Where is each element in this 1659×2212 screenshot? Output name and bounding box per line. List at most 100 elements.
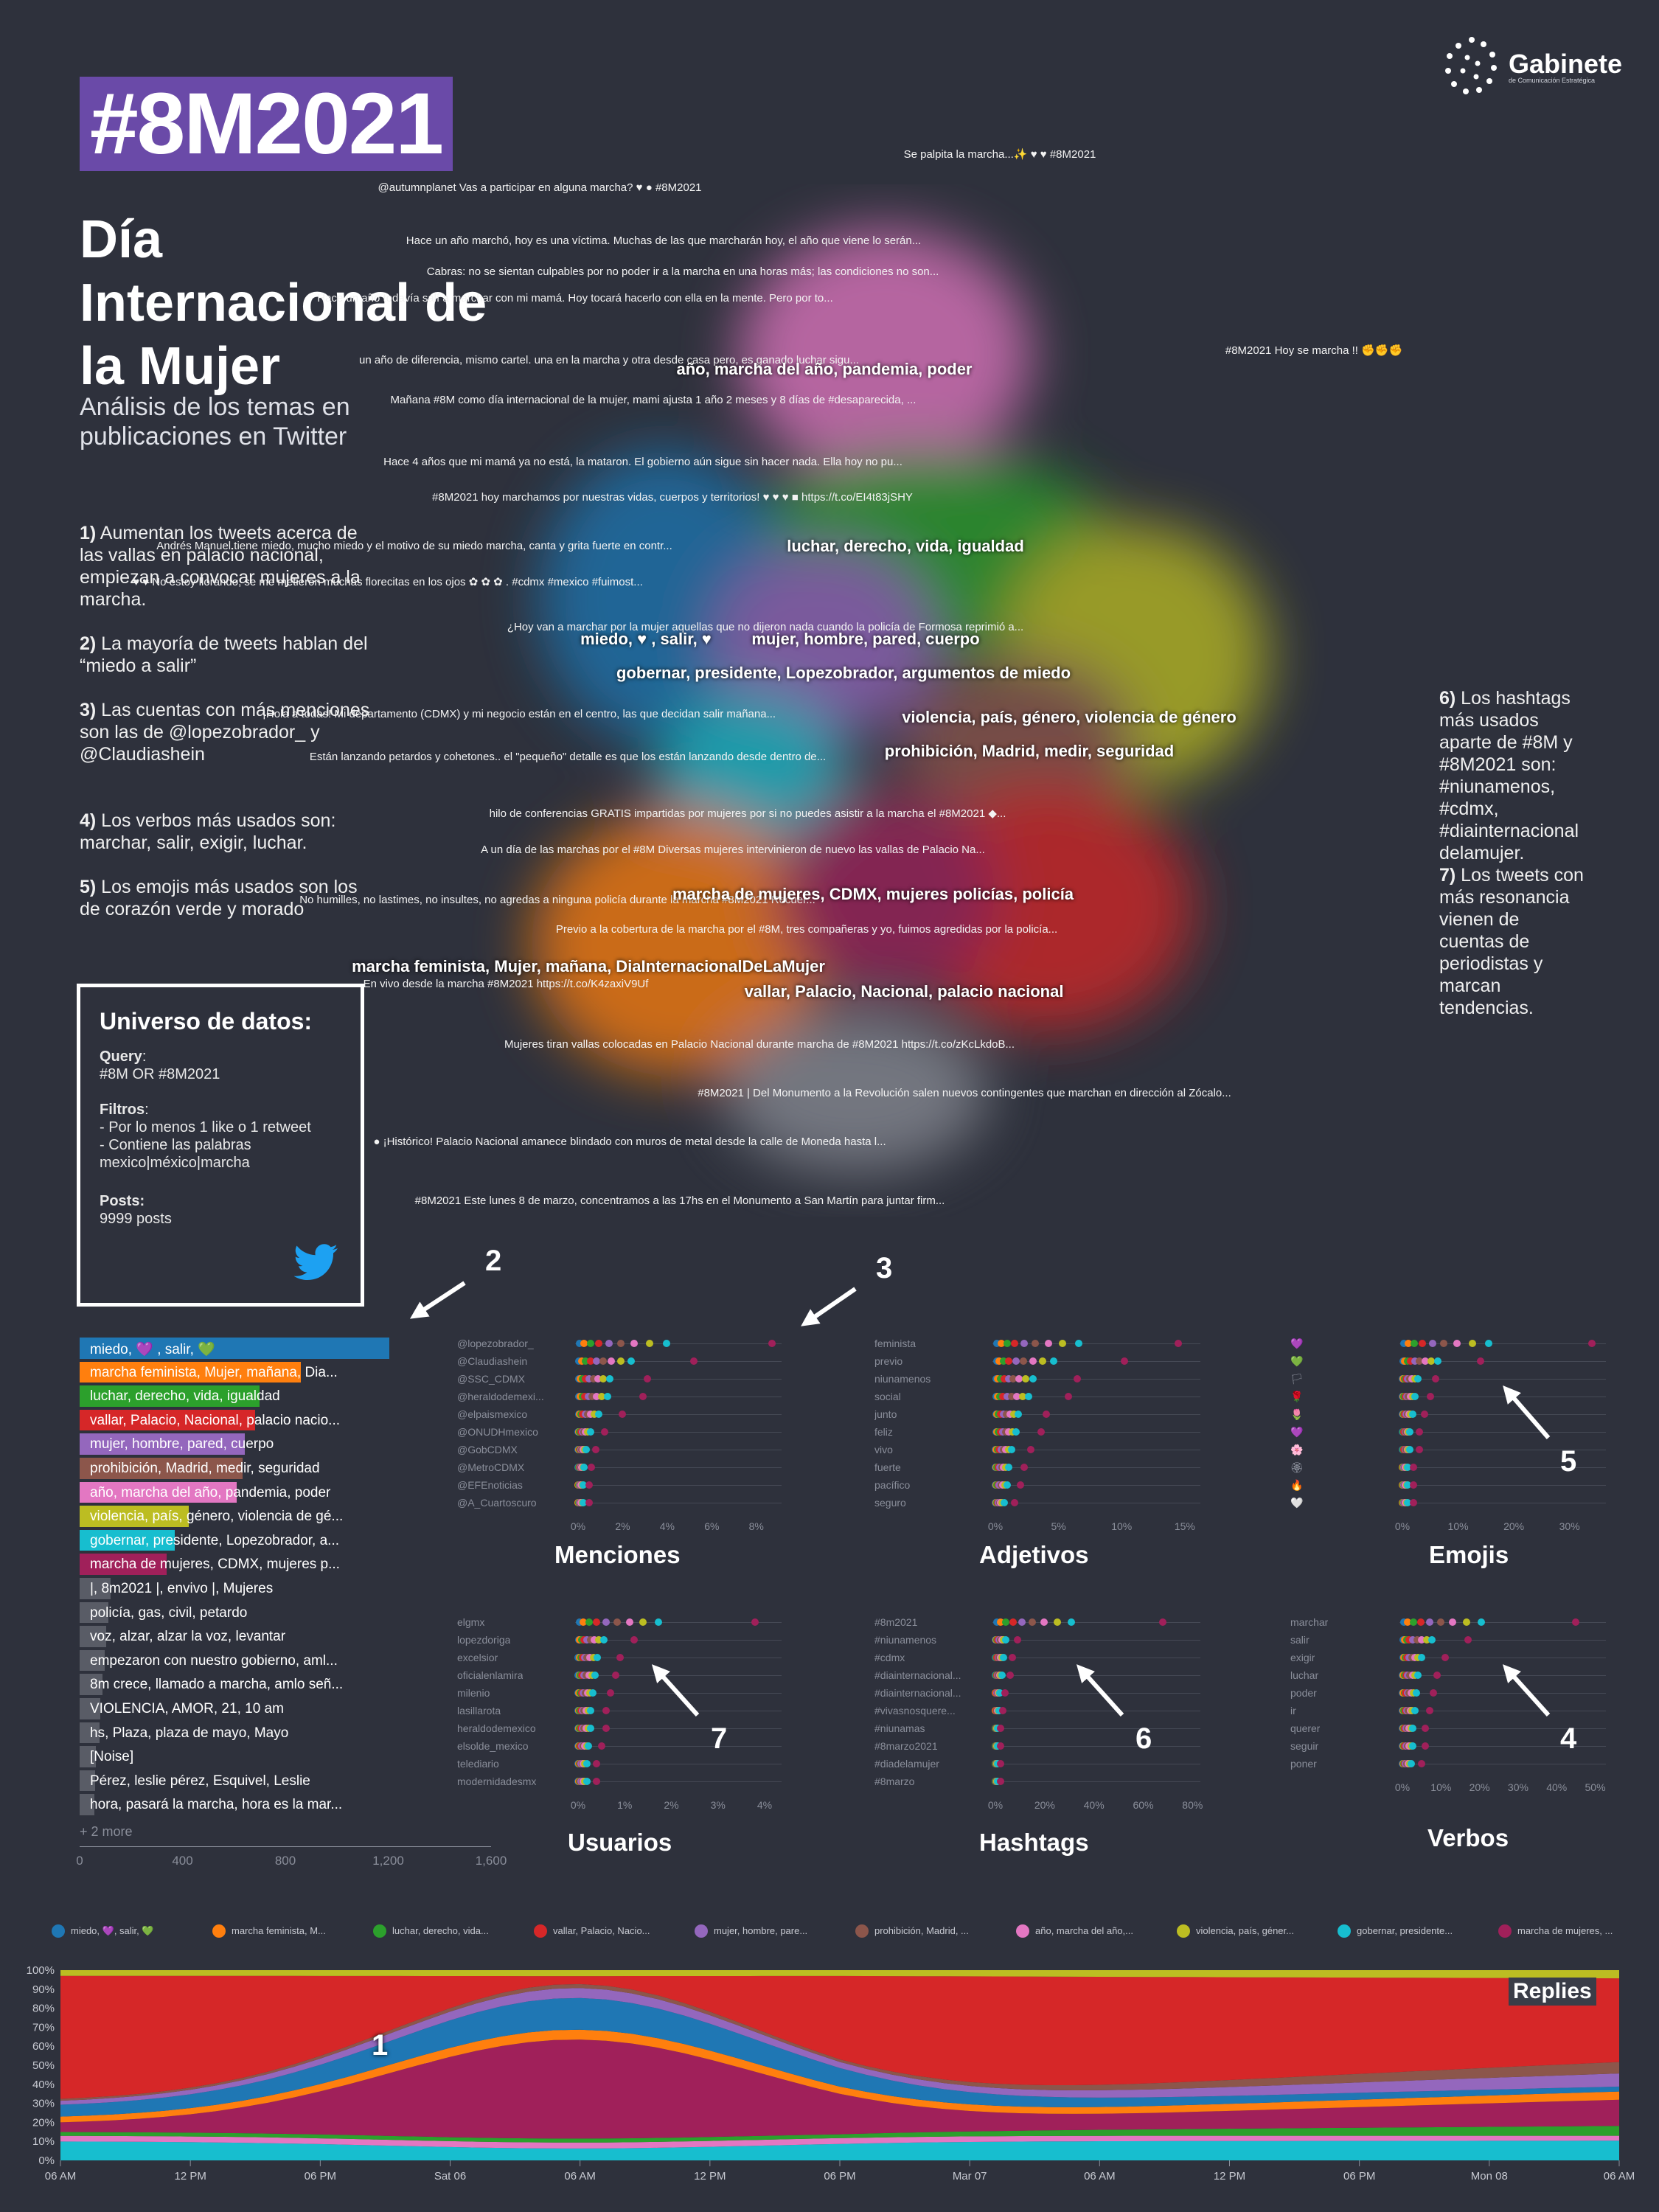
dot-mark xyxy=(582,1778,591,1785)
legend-swatch xyxy=(1177,1924,1190,1938)
dot-mark xyxy=(1476,1357,1484,1365)
dot-row-label: social xyxy=(874,1391,901,1402)
dot-row-label: #niunamas xyxy=(874,1722,925,1734)
dot-x-tick: 15% xyxy=(1174,1520,1195,1532)
dot-mark xyxy=(1001,1689,1009,1697)
dot-mark xyxy=(1417,1636,1425,1644)
area-series xyxy=(60,1997,1619,2117)
dot-mark xyxy=(1001,1636,1009,1644)
topic-bar xyxy=(80,1626,107,1647)
dot-row-gridline xyxy=(992,1467,1200,1468)
topic-bar-label: violencia, país, género, violencia de gé… xyxy=(90,1509,344,1525)
callout-3: 3 xyxy=(876,1252,893,1284)
dot-mark xyxy=(602,1618,610,1626)
universe-query: Query: #8M OR #8M2021 xyxy=(100,1048,220,1082)
dot-mark xyxy=(1419,1340,1427,1347)
dot-mark xyxy=(627,1357,635,1365)
dot-row-gridline xyxy=(575,1746,782,1747)
dot-mark xyxy=(594,1375,602,1382)
dot-x-tick: 0% xyxy=(1394,1781,1411,1793)
dot-mark xyxy=(579,1499,587,1506)
dot-mark xyxy=(1029,1375,1037,1382)
dot-mark xyxy=(1421,1411,1429,1418)
callout-6: 6 xyxy=(1135,1722,1152,1755)
dot-row-label: excelsior xyxy=(457,1652,498,1663)
dot-row-gridline xyxy=(1399,1746,1606,1747)
dot-row-label: @SSC_CDMX xyxy=(457,1373,526,1385)
dot-panel-title: Emojis xyxy=(1429,1541,1509,1568)
dot-x-tick: 20% xyxy=(1034,1799,1055,1811)
topic-bar-label: policía, gas, civil, petardo xyxy=(90,1604,248,1621)
area-y-tick: 80% xyxy=(32,2003,55,2015)
dot-mark xyxy=(1009,1654,1017,1661)
dot-mark xyxy=(751,1618,759,1626)
dot-mark xyxy=(1414,1672,1422,1679)
dot-row-label: seguir xyxy=(1290,1740,1319,1752)
dot-row-label: 🤍 xyxy=(1290,1497,1304,1509)
dot-mark xyxy=(1572,1618,1580,1626)
dot-row-label: marchar xyxy=(1290,1616,1329,1628)
dot-row-label: #diainternacional... xyxy=(874,1669,961,1681)
area-series xyxy=(60,1988,1619,2105)
network-tweet: ● ¡Histórico! Palacio Nacional amanece b… xyxy=(373,1135,886,1148)
topic-bar xyxy=(80,1409,255,1431)
dot-mark xyxy=(605,1375,613,1382)
dot-panel-title: Menciones xyxy=(554,1541,681,1568)
legend-label: prohibición, Madrid, ... xyxy=(874,1925,969,1936)
area-x-tick: Sat 06 xyxy=(434,2170,466,2183)
topic-bar xyxy=(80,1578,111,1599)
dot-mark xyxy=(1015,1411,1023,1418)
dot-row-label: elgmx xyxy=(457,1616,485,1628)
arrow-5 xyxy=(1503,1385,1551,1439)
dot-mark xyxy=(1044,1340,1052,1347)
dot-mark xyxy=(1003,1393,1011,1400)
dot-mark xyxy=(645,1340,653,1347)
dot-mark xyxy=(1427,1357,1435,1365)
dot-mark xyxy=(1587,1340,1596,1347)
dot-mark xyxy=(1002,1618,1010,1626)
topic-bar xyxy=(80,1338,389,1359)
dot-row-gridline xyxy=(992,1675,1200,1676)
network-topic-label: miedo, ♥ , salir, ♥ xyxy=(580,630,712,648)
dot-mark xyxy=(999,1707,1007,1714)
dot-x-tick: 50% xyxy=(1585,1781,1606,1793)
dot-mark xyxy=(586,1636,594,1644)
dot-row-gridline xyxy=(1399,1640,1606,1641)
bar-x-tick: 1,200 xyxy=(372,1854,404,1868)
dot-mark xyxy=(1018,1393,1026,1400)
dot-mark xyxy=(1409,1725,1417,1732)
legend-swatch xyxy=(52,1924,65,1938)
dot-mark xyxy=(582,1760,591,1767)
finding-3: 3) Las cuentas con más menciones son las… xyxy=(80,700,370,765)
dot-x-tick: 10% xyxy=(1111,1520,1133,1532)
dot-row-gridline xyxy=(992,1361,1200,1362)
dot-row-label: modernidadesmx xyxy=(457,1775,537,1787)
dot-mark xyxy=(585,1618,594,1626)
dot-mark xyxy=(580,1340,588,1347)
dot-mark xyxy=(690,1357,698,1365)
dot-mark xyxy=(602,1725,610,1732)
legend-label: mujer, hombre, pare... xyxy=(714,1925,808,1936)
network-tweet: ¡Hola a todas! Mi departamento (CDMX) y … xyxy=(262,708,776,720)
dot-row-gridline xyxy=(992,1746,1200,1747)
network-topic-label: gobernar, presidente, Lopezobrador, argu… xyxy=(616,664,1071,682)
dot-mark xyxy=(1410,1499,1418,1506)
topic-bar-label: gobernar, presidente, Lopezobrador, a... xyxy=(90,1532,340,1548)
dot-row-label: @lopezobrador_ xyxy=(457,1338,534,1349)
topic-bar-label: empezaron con nuestro gobierno, aml... xyxy=(90,1652,338,1669)
dot-mark xyxy=(598,1393,606,1400)
dot-mark xyxy=(1415,1446,1423,1453)
area-x-tick: 06 AM xyxy=(45,2170,77,2183)
bar-x-axis xyxy=(80,1846,491,1847)
dot-row-label: pacífico xyxy=(874,1479,911,1491)
dot-row-gridline xyxy=(992,1379,1200,1380)
area-series xyxy=(60,2135,1619,2149)
network-topic-label: vallar, Palacio, Nacional, palacio nacio… xyxy=(744,982,1064,1001)
dot-mark xyxy=(1404,1618,1412,1626)
dot-mark xyxy=(1418,1654,1426,1661)
dot-row-label: querer xyxy=(1290,1722,1321,1734)
network-topic-label: violencia, país, género, violencia de gé… xyxy=(902,708,1237,726)
dot-mark xyxy=(576,1340,584,1347)
dot-mark xyxy=(599,1375,608,1382)
dot-mark xyxy=(639,1618,647,1626)
